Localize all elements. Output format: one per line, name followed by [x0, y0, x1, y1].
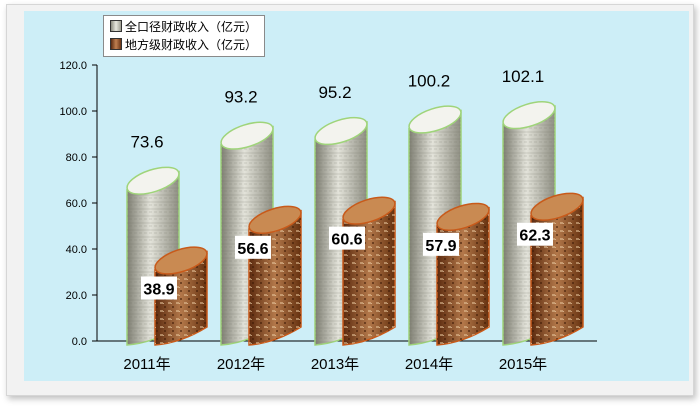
- chart-legend: 全口径财政收入（亿元） 地方级财政收入（亿元）: [103, 15, 265, 57]
- bar-total-top: [126, 166, 180, 195]
- bar-local: [530, 192, 584, 346]
- x-tick-label: 2011年: [123, 356, 170, 373]
- bar-total-top: [220, 121, 274, 150]
- data-label-local: 60.6: [331, 232, 362, 249]
- data-label-local: 56.6: [237, 241, 268, 258]
- chart-frame: 0.0 20.0 40.0 60.0 80.0 100.0 120.0 73.6 38.9 20…: [6, 4, 694, 396]
- y-tick-label: 100.0: [59, 106, 87, 118]
- x-tick-label: 2013年: [311, 356, 359, 373]
- x-tick-label: 2015年: [499, 356, 547, 373]
- bar-local-top: [154, 246, 208, 275]
- bar-local: [154, 246, 208, 346]
- bar-total-top: [314, 116, 368, 146]
- bar-total-top: [408, 105, 462, 134]
- bar-local: [342, 196, 396, 346]
- legend-label-total: 全口径财政收入（亿元）: [125, 20, 258, 34]
- x-tick-label: 2014年: [405, 356, 453, 373]
- data-label-total: 100.2: [408, 72, 451, 91]
- legend-item-total: 全口径财政收入（亿元）: [110, 19, 257, 35]
- data-label-local-box: [141, 276, 177, 300]
- data-label-local: 62.3: [519, 228, 550, 245]
- x-tick-label: 2012年: [217, 356, 265, 373]
- y-tick-label: 40.0: [66, 244, 87, 256]
- y-tick-label: 20.0: [66, 290, 87, 302]
- data-label-total: 102.1: [502, 67, 545, 86]
- y-tick-label: 60.0: [66, 198, 87, 210]
- bar-local-top: [342, 196, 396, 225]
- data-label-local: 57.9: [425, 238, 456, 255]
- data-label-local-box: [235, 235, 271, 259]
- legend-item-local: 地方级财政收入（亿元）: [110, 37, 257, 53]
- data-label-local: 38.9: [143, 282, 174, 299]
- bar-local: [248, 205, 302, 346]
- bar-local-top: [248, 205, 302, 234]
- y-tick-label: 80.0: [66, 152, 87, 164]
- data-label-total: 93.2: [224, 88, 257, 107]
- bar-local-top: [530, 192, 584, 221]
- data-label-total: 73.6: [130, 133, 163, 152]
- legend-label-local: 地方级财政收入（亿元）: [125, 38, 258, 52]
- data-label-total: 95.2: [318, 83, 351, 102]
- data-label-local-box: [517, 222, 553, 246]
- y-tick-label: 0.0: [72, 336, 87, 348]
- y-tick-label: 120.0: [59, 60, 87, 72]
- bar-local-top: [436, 202, 490, 231]
- data-label-local-box: [329, 226, 365, 250]
- bar-total-top: [502, 101, 556, 130]
- bar-local-texture: [155, 251, 207, 345]
- legend-swatch-total: [110, 20, 122, 32]
- chart-canvas: 0.0 20.0 40.0 60.0 80.0 100.0 120.0 73.6 38.9 20…: [24, 11, 689, 381]
- data-label-local-box: [423, 232, 459, 256]
- bar-local: [436, 202, 490, 346]
- legend-swatch-local: [110, 38, 122, 50]
